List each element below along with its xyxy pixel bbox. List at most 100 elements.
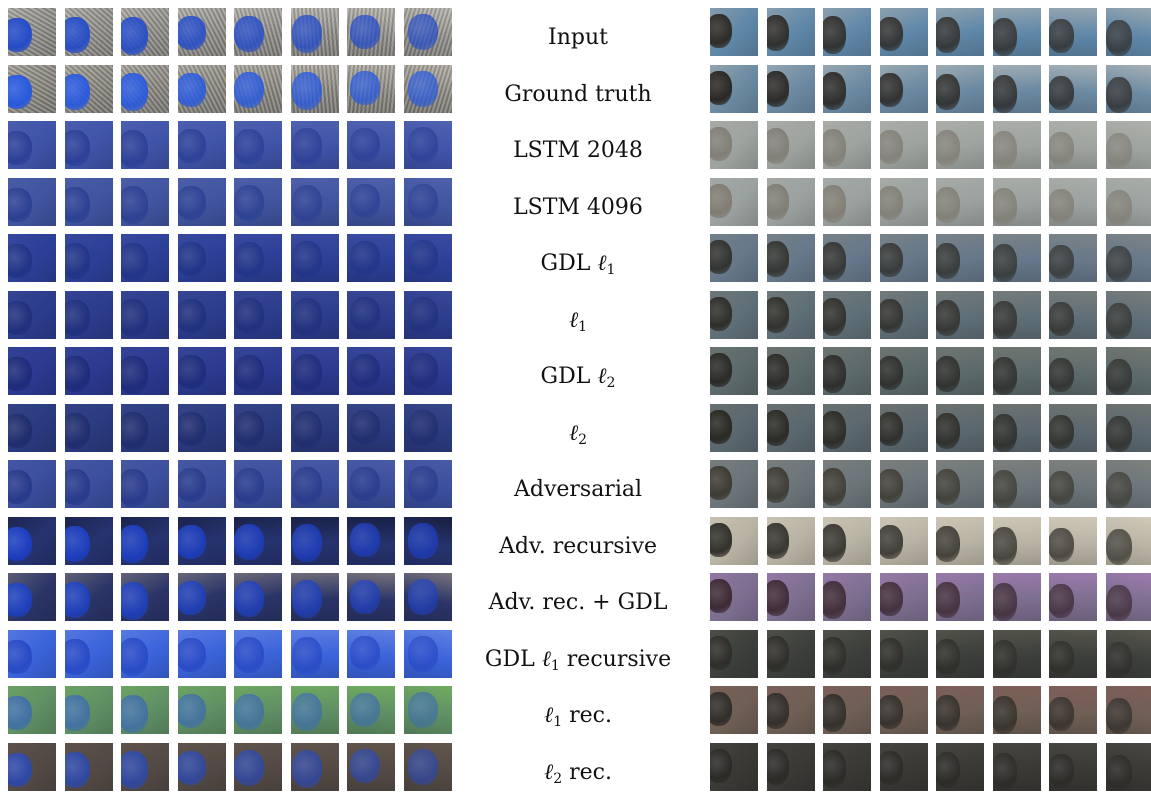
frame-content-shape — [1049, 188, 1075, 223]
frame-content-shape — [349, 127, 380, 162]
video-frame-thumbnail — [992, 686, 1041, 734]
right-frame-row — [710, 347, 1151, 395]
frame-content-shape — [64, 638, 90, 675]
frame-content-shape — [177, 750, 206, 785]
frame-content-shape — [1049, 245, 1075, 280]
frame-content-shape — [936, 130, 961, 167]
frame-content-shape — [121, 581, 148, 620]
video-frame-thumbnail — [347, 403, 395, 452]
frame-content-shape — [349, 14, 380, 49]
frame-content-shape — [936, 356, 961, 393]
frame-content-shape — [766, 240, 790, 277]
video-frame-thumbnail — [1105, 234, 1151, 282]
video-frame-thumbnail — [121, 347, 169, 395]
video-frame-thumbnail — [1105, 347, 1151, 395]
frame-content-shape — [992, 470, 1018, 508]
video-frame-thumbnail — [234, 290, 282, 339]
frame-content-shape — [879, 638, 904, 673]
frame-content-shape — [1049, 414, 1075, 449]
right-frame-row — [710, 460, 1151, 508]
video-frame-thumbnail — [403, 629, 452, 678]
video-frame-thumbnail — [234, 403, 282, 452]
video-frame-thumbnail — [766, 64, 815, 113]
video-frame-thumbnail — [64, 64, 113, 113]
frame-content-shape — [349, 410, 380, 445]
frame-content-shape — [992, 18, 1018, 56]
frame-content-shape — [291, 241, 322, 280]
frame-content-shape — [234, 524, 264, 561]
video-frame-thumbnail — [879, 177, 928, 226]
video-frame-thumbnail — [8, 64, 56, 113]
frame-content-shape — [879, 299, 904, 334]
video-frame-thumbnail — [936, 742, 984, 791]
video-frame-thumbnail — [936, 686, 984, 734]
frame-content-shape — [291, 693, 322, 732]
video-frame-thumbnail — [1105, 121, 1151, 169]
frame-content-shape — [766, 14, 790, 51]
video-frame-thumbnail — [64, 177, 113, 226]
right-frame-row — [710, 403, 1151, 452]
video-frame-thumbnail — [8, 177, 56, 226]
video-frame-thumbnail — [1105, 177, 1151, 226]
right-frame-row — [710, 629, 1151, 678]
frame-content-shape — [234, 693, 264, 730]
video-frame-thumbnail — [936, 573, 984, 621]
video-frame-thumbnail — [879, 629, 928, 678]
frame-content-shape — [121, 468, 148, 507]
video-frame-thumbnail — [347, 121, 395, 169]
left-frame-row — [8, 403, 452, 452]
video-frame-thumbnail — [766, 573, 815, 621]
frame-content-shape — [992, 74, 1018, 113]
video-frame-thumbnail — [121, 64, 169, 113]
video-frame-thumbnail — [121, 177, 169, 226]
frame-content-shape — [879, 468, 904, 503]
frame-content-shape — [766, 466, 790, 503]
video-frame-thumbnail — [936, 460, 984, 508]
frame-content-shape — [1105, 528, 1132, 565]
frame-content-shape — [8, 639, 32, 674]
video-frame-thumbnail — [992, 516, 1041, 565]
video-frame-thumbnail — [403, 64, 452, 113]
frame-content-shape — [8, 583, 32, 617]
frame-content-shape — [1105, 76, 1132, 113]
frame-content-shape — [1049, 527, 1075, 562]
frame-content-shape — [121, 242, 148, 281]
video-frame-thumbnail — [121, 629, 169, 678]
frame-content-shape — [8, 752, 32, 787]
frame-content-shape — [936, 525, 961, 562]
video-frame-thumbnail — [8, 234, 56, 282]
video-frame-thumbnail — [64, 290, 113, 339]
video-frame-thumbnail — [936, 64, 984, 113]
method-label: GDL ℓ2 — [540, 364, 616, 391]
frame-content-shape — [823, 128, 847, 167]
video-frame-thumbnail — [121, 290, 169, 339]
frame-content-shape — [766, 636, 790, 673]
frame-content-shape — [407, 353, 438, 389]
frame-content-shape — [407, 579, 438, 615]
frame-content-shape — [291, 297, 322, 336]
video-frame-thumbnail — [823, 403, 871, 452]
video-frame-thumbnail — [403, 460, 452, 508]
video-frame-thumbnail — [234, 177, 282, 226]
video-frame-thumbnail — [290, 460, 339, 508]
frame-content-shape — [879, 412, 904, 447]
frame-content-shape — [234, 411, 264, 448]
video-frame-thumbnail — [1105, 629, 1151, 678]
frame-content-shape — [936, 17, 961, 54]
video-frame-thumbnail — [992, 234, 1041, 282]
video-frame-thumbnail — [879, 403, 928, 452]
frame-content-shape — [121, 16, 148, 55]
video-frame-thumbnail — [177, 629, 226, 678]
video-frame-thumbnail — [347, 177, 395, 226]
frame-content-shape — [234, 637, 264, 674]
video-frame-thumbnail — [936, 234, 984, 282]
method-label: LSTM 4096 — [513, 194, 643, 220]
video-frame-thumbnail — [1049, 177, 1097, 226]
video-frame-thumbnail — [710, 516, 758, 565]
frame-content-shape — [766, 353, 790, 390]
frame-content-shape — [8, 131, 32, 165]
right-frame-row — [710, 121, 1151, 169]
video-frame-thumbnail — [347, 460, 395, 508]
frame-content-shape — [121, 186, 148, 225]
frame-content-shape — [1049, 753, 1075, 788]
